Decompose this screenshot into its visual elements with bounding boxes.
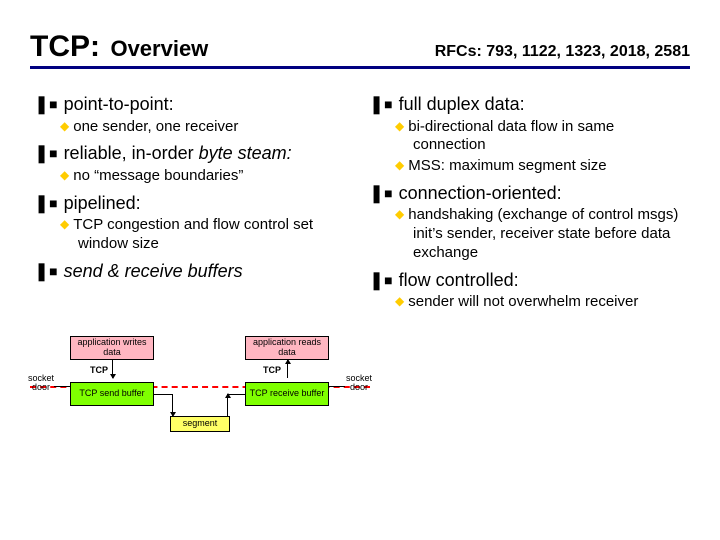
bullet-l1: ■ send & receive buffers [30, 260, 355, 283]
title-row: TCP: Overview RFCs: 793, 1122, 1323, 201… [30, 30, 690, 69]
bullet-l1: ■ connection-oriented: [365, 182, 690, 205]
square-bullet-icon: ■ [49, 195, 57, 211]
bullet-text: sender will not overwhelm receiver [408, 293, 638, 310]
bullet-text: pipelined: [64, 193, 141, 213]
bullet-l1: ■ flow controlled: [365, 269, 690, 292]
diamond-bullet-icon: ◆ [395, 207, 404, 221]
bullet-l1: ■ point-to-point: [30, 93, 355, 116]
square-bullet-icon: ■ [49, 145, 57, 161]
bullet-text: send & receive buffers [64, 261, 243, 281]
bullet-l2: ◆ sender will not overwhelm receiver [391, 293, 690, 312]
tcp-buffers-diagram: socket door socket door application writ… [30, 326, 370, 446]
square-bullet-icon: ■ [49, 96, 57, 112]
rfcs-text: RFCs: 793, 1122, 1323, 2018, 2581 [435, 43, 690, 61]
diamond-bullet-icon: ◆ [395, 294, 404, 308]
conn-left [154, 394, 172, 395]
title-block: TCP: Overview [30, 30, 208, 64]
bullet-text: handshaking (exchange of control msgs) i… [408, 206, 678, 261]
bullet-l1: ■ full duplex data: [365, 93, 690, 116]
title-sub: Overview [110, 36, 208, 61]
columns: ■ point-to-point: ◆ one sender, one receive… [30, 87, 690, 314]
tcp-send-buffer-box: TCP send buffer [70, 382, 154, 406]
arrow-up-right [287, 360, 288, 378]
bullet-l2: ◆ MSS: maximum segment size [391, 157, 690, 176]
arrow-from-segment-right [227, 394, 228, 416]
arrow-to-segment-left [172, 394, 173, 416]
bullet-text: TCP congestion and flow control set wind… [73, 216, 313, 252]
diamond-bullet-icon: ◆ [60, 168, 69, 182]
right-column: ■ full duplex data: ◆ bi-directional data f… [365, 87, 690, 314]
slide: TCP: Overview RFCs: 793, 1122, 1323, 201… [0, 0, 720, 540]
bullet-text: one sender, one receiver [73, 118, 238, 135]
door-right-tick [329, 386, 345, 387]
diamond-bullet-icon: ◆ [60, 217, 69, 231]
diamond-bullet-icon: ◆ [395, 158, 404, 172]
app-writes-box: application writes data [70, 336, 154, 360]
square-bullet-icon: ■ [384, 96, 392, 112]
bullet-l1: ■ pipelined: [30, 192, 355, 215]
door-left-tick [54, 386, 70, 387]
tcp-label-right: TCP [263, 365, 281, 375]
bullet-text: connection-oriented: [399, 183, 562, 203]
app-reads-box: application reads data [245, 336, 329, 360]
diamond-bullet-icon: ◆ [395, 119, 404, 133]
bullet-text: MSS: maximum segment size [408, 157, 606, 174]
socket-door-left-label: socket door [24, 374, 58, 392]
bullet-l2: ◆ TCP congestion and flow control set win… [56, 216, 355, 254]
bullet-text: full duplex data: [399, 94, 525, 114]
segment-box: segment [170, 416, 230, 432]
bullet-text: bi-directional data flow in same connect… [408, 118, 614, 154]
bullet-text: point-to-point: [64, 94, 174, 114]
socket-door-right-label: socket door [342, 374, 376, 392]
bullet-text: no “message boundaries” [73, 167, 243, 184]
square-bullet-icon: ■ [384, 272, 392, 288]
bullet-l2: ◆ handshaking (exchange of control msgs) … [391, 206, 690, 262]
square-bullet-icon: ■ [384, 185, 392, 201]
diamond-bullet-icon: ◆ [60, 119, 69, 133]
bullet-l2: ◆ no “message boundaries” [56, 167, 355, 186]
square-bullet-icon: ■ [49, 263, 57, 279]
tcp-recv-buffer-box: TCP receive buffer [245, 382, 329, 406]
left-column: ■ point-to-point: ◆ one sender, one receive… [30, 87, 355, 314]
bullet-text: reliable, in-order byte steam: [64, 143, 292, 163]
arrow-down-left [112, 360, 113, 378]
title-main: TCP: [30, 30, 100, 63]
tcp-label-left: TCP [90, 365, 108, 375]
bullet-text: flow controlled: [399, 270, 519, 290]
bullet-l2: ◆ one sender, one receiver [56, 118, 355, 137]
bullet-l2: ◆ bi-directional data flow in same connec… [391, 118, 690, 156]
bullet-l1: ■ reliable, in-order byte steam: [30, 142, 355, 165]
